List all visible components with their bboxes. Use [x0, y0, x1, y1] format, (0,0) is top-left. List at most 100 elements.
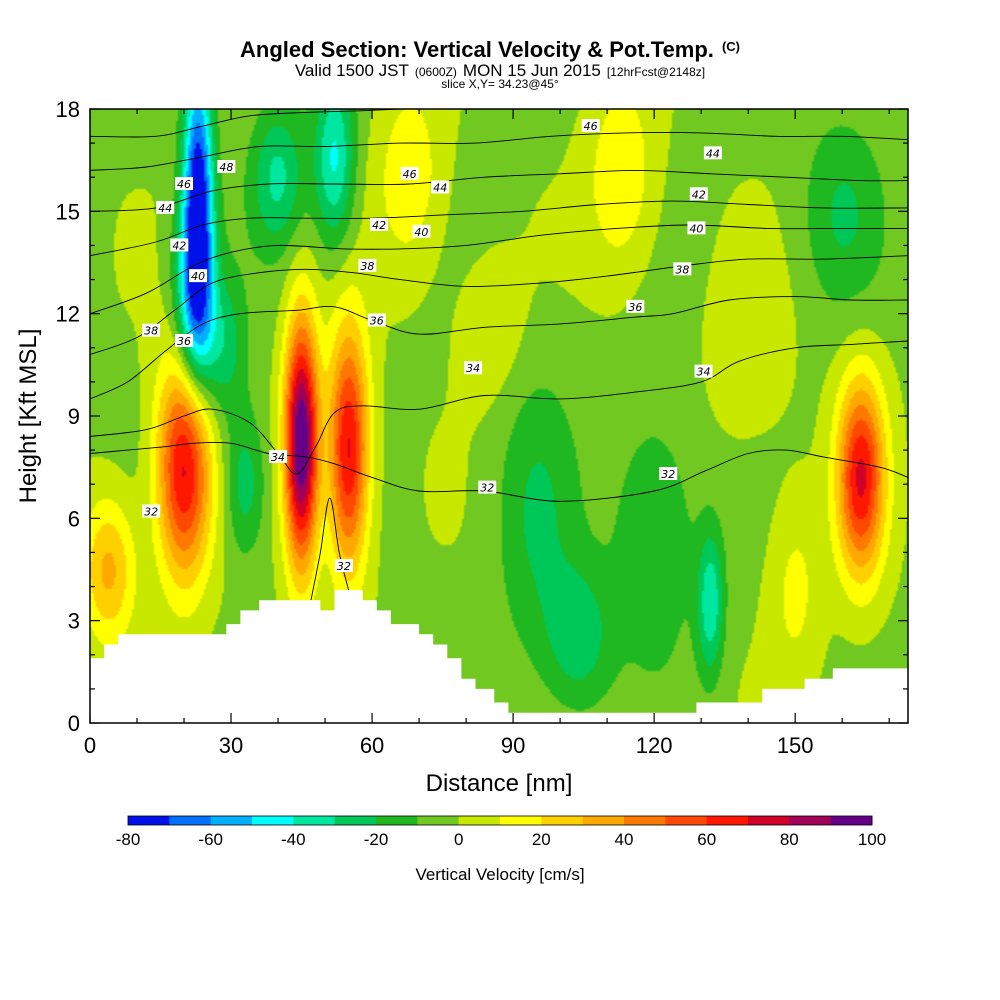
- contour-label: 38: [358, 258, 377, 273]
- colorbar-swatch: [252, 816, 294, 825]
- contour-label: 36: [626, 299, 645, 314]
- colorbar-swatch: [417, 816, 460, 825]
- contour-label-bg: [400, 166, 419, 180]
- contour-label-bg: [334, 559, 353, 573]
- contour-label: 44: [431, 180, 450, 194]
- y-tick-label: 0: [68, 711, 80, 736]
- contour-label-bg: [703, 146, 722, 160]
- colorbar-swatch: [334, 816, 377, 825]
- contour-label-text: 44: [158, 202, 172, 215]
- y-tick-label: 15: [56, 199, 80, 224]
- contour-label-bg: [673, 262, 692, 276]
- contour-label-bg: [269, 449, 288, 463]
- contour-label-text: 46: [403, 168, 417, 181]
- contour-label: 42: [689, 187, 708, 201]
- y-tick-label: 6: [68, 506, 80, 531]
- x-axis-label: Distance [nm]: [426, 770, 573, 797]
- contour-label-bg: [175, 177, 194, 191]
- potential-temperature-contours: [90, 109, 908, 601]
- x-tick-label: 0: [84, 733, 96, 758]
- contour-label: 40: [687, 221, 706, 235]
- contour-label-text: 40: [191, 270, 205, 283]
- contour-label-bg: [626, 299, 645, 313]
- theta-contour-40: [90, 224, 908, 315]
- valid-zulu: (0600Z): [415, 65, 457, 79]
- contour-label-text: 32: [144, 506, 158, 519]
- colorbar-tick-label: 40: [615, 830, 634, 849]
- contour-label-bg: [431, 180, 450, 194]
- x-tick-label: 150: [777, 733, 814, 758]
- contour-label: 46: [400, 166, 419, 181]
- contour-label: 32: [142, 504, 161, 519]
- contour-label-bg: [370, 217, 389, 231]
- theta-contour-36: [90, 296, 908, 400]
- contour-label-text: 34: [271, 451, 285, 464]
- colorbar-swatch: [830, 816, 873, 825]
- contour-label: 38: [673, 262, 692, 276]
- colorbar-tick-label: -40: [281, 830, 306, 849]
- contour-label: 44: [703, 146, 722, 160]
- y-tick-label: 3: [68, 609, 80, 634]
- chart-title-text: Angled Section: Vertical Velocity & Pot.…: [240, 37, 714, 62]
- colorbar-swatch: [500, 816, 542, 825]
- colorbar-swatch: [376, 816, 418, 825]
- contour-label-bg: [687, 221, 706, 235]
- colorbar-swatch: [541, 816, 584, 825]
- theta-contour-46: [90, 132, 908, 171]
- vertical-velocity-heatmap: [90, 109, 908, 723]
- contour-labels: 32 32 34 36 38 40 42 44 46 48 46 44 42 40 38 36 34 32 46 44…: [142, 119, 722, 573]
- colorbar-swatch: [706, 816, 749, 825]
- contour-label-bg: [659, 466, 678, 480]
- colorbar-tick-label: -60: [198, 830, 223, 849]
- x-tick-label: 30: [219, 733, 243, 758]
- contour-label-text: 36: [628, 301, 642, 314]
- colorbar-swatch: [169, 816, 212, 825]
- colorbar-swatch: [582, 816, 625, 825]
- contour-label-bg: [581, 119, 600, 133]
- contour-label: 44: [156, 200, 175, 215]
- contour-label-bg: [689, 187, 708, 201]
- colorbar-swatch: [748, 816, 790, 825]
- contour-label-text: 44: [706, 147, 720, 160]
- colorbar-swatch: [210, 816, 253, 825]
- contour-label-text: 44: [433, 181, 447, 194]
- contour-label-text: 32: [661, 468, 675, 481]
- contour-label: 42: [170, 238, 189, 252]
- contour-label-text: 46: [584, 120, 598, 133]
- contour-label-text: 40: [689, 222, 703, 235]
- colorbar-tick-label: 80: [780, 830, 799, 849]
- colorbar-tick-label: 100: [858, 830, 886, 849]
- terrain-mask: [90, 590, 908, 723]
- theta-contour-42: [90, 200, 908, 257]
- contour-label-bg: [217, 159, 236, 173]
- contour-label-bg: [358, 258, 377, 272]
- colorbar: -80 -60 -40 -20 0 20 40 60 80 100: [116, 815, 886, 849]
- contour-label: 34: [464, 361, 483, 375]
- contour-label-text: 38: [675, 263, 689, 276]
- contour-label-bg: [156, 200, 175, 214]
- colorbar-frame: [127, 815, 873, 826]
- x-tick-label: 90: [501, 733, 525, 758]
- theta-contour-44: [90, 169, 908, 212]
- contour-label: 48: [217, 159, 236, 174]
- colorbar-swatch: [665, 816, 708, 825]
- contour-label-text: 34: [466, 362, 480, 375]
- contour-label-text: 32: [337, 560, 351, 573]
- colorbar-swatch: [458, 816, 501, 825]
- contour-label: 32: [478, 480, 497, 495]
- contour-label-text: 42: [172, 239, 186, 252]
- y-tick-label: 9: [68, 404, 80, 429]
- contour-label-text: 46: [177, 178, 191, 191]
- valid-date: MON 15 Jun 2015: [463, 61, 601, 80]
- colorbar-tick-label: 0: [454, 830, 463, 849]
- colorbar-swatch: [293, 816, 336, 825]
- contour-label: 38: [142, 323, 161, 338]
- contour-label-bg: [142, 323, 161, 337]
- colorbar-tick-label: 20: [532, 830, 551, 849]
- theta-contour-34: [90, 340, 908, 475]
- contour-label-text: 42: [692, 188, 706, 201]
- contour-label: 46: [581, 119, 600, 133]
- contour-label-text: 32: [480, 482, 494, 495]
- contour-label: 32: [334, 559, 353, 573]
